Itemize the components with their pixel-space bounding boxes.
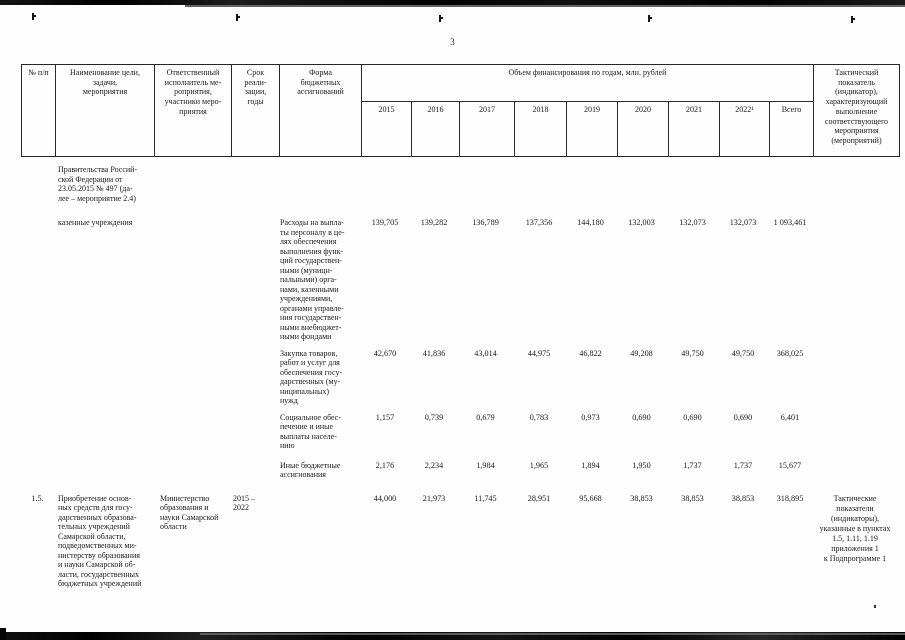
cell-value-2016: 41,836 xyxy=(422,348,446,358)
table-header: № п/п Наименование цели, задачи, меропри… xyxy=(21,64,900,157)
cell-value-2021: 1,737 xyxy=(683,460,702,470)
header-year-2016: 2016 xyxy=(411,101,459,156)
cell-name: Правительства Россий- ской Федерации от … xyxy=(58,165,138,203)
cell-value-2021: 0,690 xyxy=(683,412,702,422)
header-col-total: Всего xyxy=(769,101,813,156)
cell-value-2016: 2,234 xyxy=(424,460,444,470)
cell-value-2021: 38,853 xyxy=(681,493,704,503)
cell-form: Закупка товаров, работ и услуг для обесп… xyxy=(280,348,343,406)
cell-value-2020: 49,208 xyxy=(630,348,653,358)
header-col-name: Наименование цели, задачи, мероприятия xyxy=(55,65,154,156)
cell-value-2017: 11,745 xyxy=(474,493,497,503)
scan-speck xyxy=(874,605,876,608)
scan-artifact-top-edge xyxy=(0,0,905,5)
registration-mark xyxy=(851,16,855,23)
registration-mark xyxy=(32,13,36,20)
cell-value-2020: 0,690 xyxy=(632,412,651,422)
cell-value-2016: 0,739 xyxy=(424,412,444,422)
scan-artifact-bottom-edge-2 xyxy=(200,633,905,635)
cell-value-2018: 28,951 xyxy=(527,493,551,503)
cell-value-2018: 0,783 xyxy=(529,412,549,422)
cell-value-2022: 0,690 xyxy=(733,412,753,422)
header-col-tactical: Тактический показатель (индикатор), хара… xyxy=(813,65,899,156)
cell-value-2015: 44,000 xyxy=(373,493,397,503)
cell-value-2022: 1,737 xyxy=(733,460,753,470)
cell-value-2021: 132,073 xyxy=(679,218,706,227)
scan-artifact-bottom-edge xyxy=(0,632,905,640)
table-row-continuation: Правительства Россий- ской Федерации от … xyxy=(21,165,898,203)
page-number: 3 xyxy=(450,37,455,47)
cell-value-total: 368,025 xyxy=(776,348,804,358)
cell-num: 1.5. xyxy=(31,493,44,503)
header-col-period: Срок реали- зации, годы xyxy=(231,65,279,156)
cell-name: казенные учреждения xyxy=(58,218,133,227)
cell-form: Расходы на выпла- ты персоналу в це- лях… xyxy=(280,218,345,341)
header-year-2019: 2019 xyxy=(566,101,617,156)
cell-value-2022: 49,750 xyxy=(731,348,755,358)
cell-value-2022: 132,073 xyxy=(729,218,757,227)
cell-value-2019: 0,973 xyxy=(581,412,600,422)
table-row-1-5: 1.5. Приобретение основ- ных средств для… xyxy=(21,494,898,589)
registration-mark xyxy=(439,15,443,22)
header-year-2018: 2018 xyxy=(514,101,566,156)
header-col-num: № п/п xyxy=(28,68,49,77)
cell-period: 2015 – 2022 xyxy=(233,493,255,513)
cell-value-2017: 43,014 xyxy=(474,348,497,358)
cell-value-2018: 1,965 xyxy=(529,460,549,470)
cell-value-2015: 1,157 xyxy=(375,412,395,422)
cell-value-2019: 1,894 xyxy=(581,460,600,470)
cell-value-2016: 21,973 xyxy=(422,493,446,503)
table-row-payroll: казенные учреждения Расходы на выпла- ты… xyxy=(21,218,898,342)
header-year-2017: 2017 xyxy=(459,101,514,156)
table-row-procurement: Закупка товаров, работ и услуг для обесп… xyxy=(21,349,898,406)
cell-value-2019: 95,668 xyxy=(579,493,602,503)
cell-value-2019: 46,822 xyxy=(579,348,602,358)
cell-value-2020: 38,853 xyxy=(630,493,653,503)
header-col-form: Форма бюджетных ассигнований xyxy=(279,65,361,156)
cell-value-2015: 42,670 xyxy=(373,348,397,358)
table-body: Правительства Россий- ской Федерации от … xyxy=(21,165,898,589)
cell-value-2019: 144,180 xyxy=(577,218,604,227)
scan-artifact-top-edge-2 xyxy=(185,5,905,7)
cell-value-total: 318,895 xyxy=(776,493,804,503)
cell-value-2017: 136,789 xyxy=(472,218,499,227)
registration-mark xyxy=(648,15,652,22)
header-year-2015: 2015 xyxy=(361,101,411,156)
cell-value-2018: 137,356 xyxy=(525,218,553,227)
cell-value-2020: 1,950 xyxy=(632,460,651,470)
cell-value-2015: 139,705 xyxy=(371,218,399,227)
table-row-social: Социальное обес- печение и иные выплаты … xyxy=(21,413,898,451)
header-year-2020: 2020 xyxy=(617,101,668,156)
header-col-funding-group: Объем финансирования по годам, млн. рубл… xyxy=(361,65,813,101)
header-col-responsible: Ответственный исполнитель ме- роприятия,… xyxy=(154,65,231,156)
cell-value-2015: 2,176 xyxy=(375,460,395,470)
cell-responsible: Министерство образования и науки Самарск… xyxy=(160,493,219,532)
cell-value-2017: 1,984 xyxy=(476,460,495,470)
header-year-2021: 2021 xyxy=(668,101,719,156)
cell-value-2021: 49,750 xyxy=(681,348,704,358)
header-year-2022: 2022¹ xyxy=(719,101,769,156)
cell-value-2020: 132,003 xyxy=(628,218,655,227)
cell-form: Социальное обес- печение и иные выплаты … xyxy=(280,412,342,451)
registration-mark xyxy=(236,14,240,21)
cell-form: Иные бюджетные ассигнования xyxy=(280,460,341,480)
cell-value-2018: 44,975 xyxy=(527,348,551,358)
cell-value-2016: 139,282 xyxy=(420,218,448,227)
cell-name: Приобретение основ- ных средств для госу… xyxy=(58,493,142,589)
table-row-other-allocations: Иные бюджетные ассигнования 2,176 2,234 … xyxy=(21,461,898,480)
cell-value-total: 1 093,461 xyxy=(773,218,807,227)
cell-value-total: 15,677 xyxy=(778,460,802,470)
cell-value-2022: 38,853 xyxy=(731,493,755,503)
cell-value-total: 6,401 xyxy=(780,412,800,422)
cell-tactical-indicator: Тактические показатели (индикаторы), ука… xyxy=(819,493,891,563)
cell-value-2017: 0,679 xyxy=(476,412,495,422)
scan-artifact-bottom-left xyxy=(0,628,6,640)
